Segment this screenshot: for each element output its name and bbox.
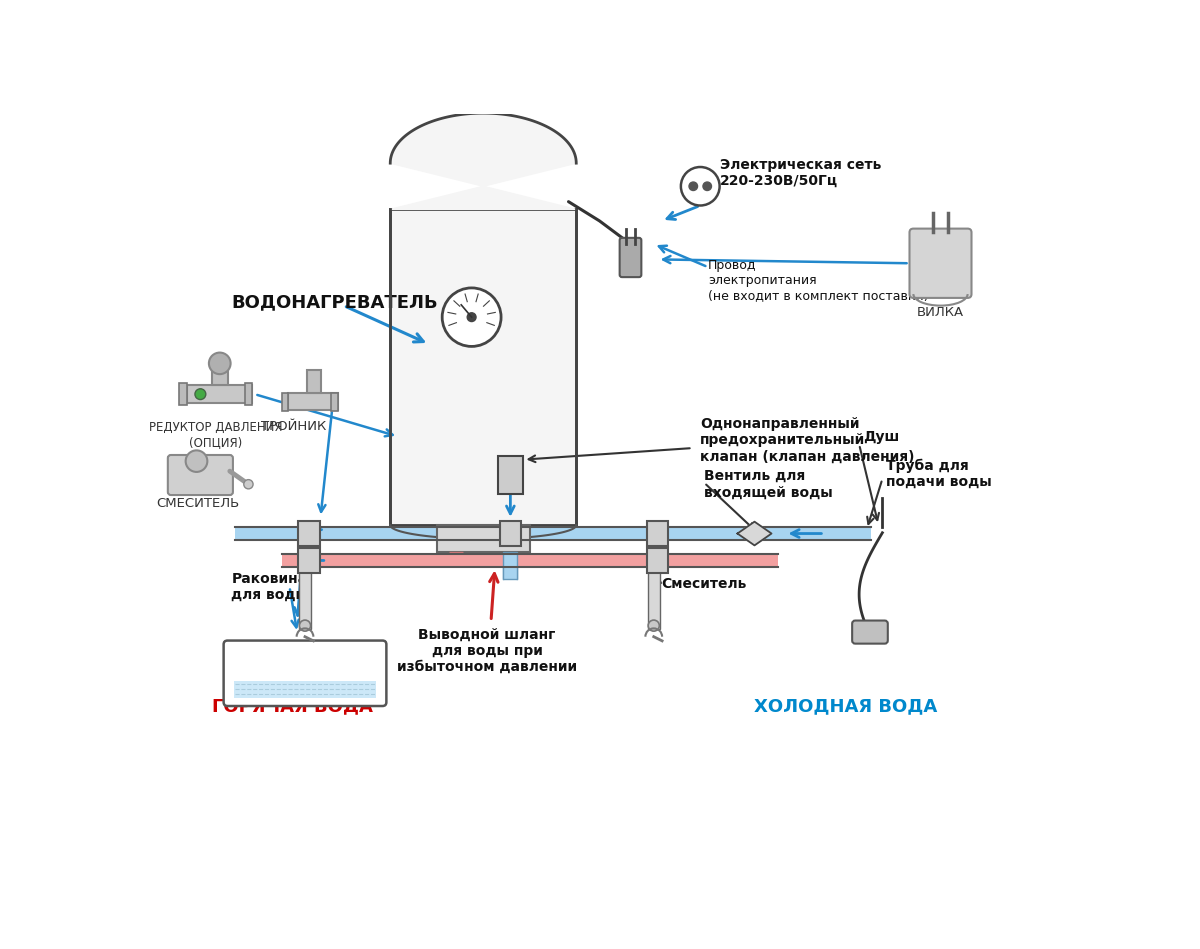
FancyBboxPatch shape [619, 238, 641, 277]
FancyBboxPatch shape [223, 641, 386, 706]
Bar [647, 521, 668, 546]
Bar [282, 553, 778, 568]
Circle shape [186, 451, 208, 472]
Bar [187, 385, 252, 403]
Bar [331, 393, 337, 411]
Circle shape [689, 182, 697, 191]
Circle shape [648, 620, 659, 631]
Circle shape [300, 620, 311, 631]
Bar [306, 369, 320, 393]
FancyBboxPatch shape [852, 621, 888, 643]
Bar [298, 549, 319, 573]
Circle shape [680, 167, 720, 206]
Bar [647, 549, 668, 573]
Text: Смеситель: Смеситель [661, 577, 746, 591]
Bar [212, 363, 228, 385]
Bar [390, 210, 576, 525]
Text: Электрическая сеть
220-230В/50Гц: Электрическая сеть 220-230В/50Гц [720, 158, 881, 188]
Circle shape [194, 389, 206, 400]
Bar [235, 527, 871, 541]
Text: ТРОЙНИК: ТРОЙНИК [260, 419, 326, 433]
Text: Труба для
подачи воды: Труба для подачи воды [887, 458, 992, 489]
Text: ВОДОНАГРЕВАТЕЛЬ: ВОДОНАГРЕВАТЕЛЬ [232, 292, 438, 310]
Text: Вентиль для
входящей воды: Вентиль для входящей воды [704, 469, 833, 499]
FancyBboxPatch shape [168, 455, 233, 495]
Text: РЕДУКТОР ДАВЛЕНИЯ
(ОПЦИЯ): РЕДУКТОР ДАВЛЕНИЯ (ОПЦИЯ) [149, 421, 283, 449]
Bar [245, 383, 252, 405]
Circle shape [467, 313, 476, 322]
Text: ГОРЯЧАЯ ВОДА: ГОРЯЧАЯ ВОДА [212, 697, 373, 715]
Text: Однонаправленный
предохранительный
клапан (клапан давления): Однонаправленный предохранительный клапа… [701, 418, 914, 463]
Circle shape [703, 182, 712, 191]
Text: Выводной шланг
для воды при
избыточном давлении: Выводной шланг для воды при избыточном д… [397, 627, 577, 674]
Bar [288, 393, 337, 410]
Bar [498, 456, 523, 494]
Bar [499, 521, 521, 546]
Circle shape [442, 288, 502, 346]
Text: ВИЛКА: ВИЛКА [917, 306, 964, 319]
Polygon shape [738, 522, 772, 546]
Bar [504, 552, 517, 579]
Text: СМЕСИТЕЛЬ: СМЕСИТЕЛЬ [156, 496, 240, 510]
Text: Провод
электропитания
(не входит в комплект поставки): Провод электропитания (не входит в компл… [708, 259, 929, 303]
Circle shape [244, 479, 253, 489]
Text: ХОЛОДНАЯ ВОДА: ХОЛОДНАЯ ВОДА [755, 697, 937, 715]
Bar [298, 521, 319, 546]
Bar [180, 383, 187, 405]
Bar [282, 393, 288, 411]
Polygon shape [390, 525, 576, 539]
Bar [299, 568, 311, 629]
Circle shape [209, 353, 230, 374]
Bar [234, 681, 377, 698]
Text: Душ: Душ [863, 430, 899, 443]
FancyBboxPatch shape [910, 229, 972, 298]
Polygon shape [390, 113, 576, 210]
Bar [648, 568, 660, 629]
Text: Раковина
для воды: Раковина для воды [232, 571, 308, 602]
Bar [437, 525, 529, 552]
